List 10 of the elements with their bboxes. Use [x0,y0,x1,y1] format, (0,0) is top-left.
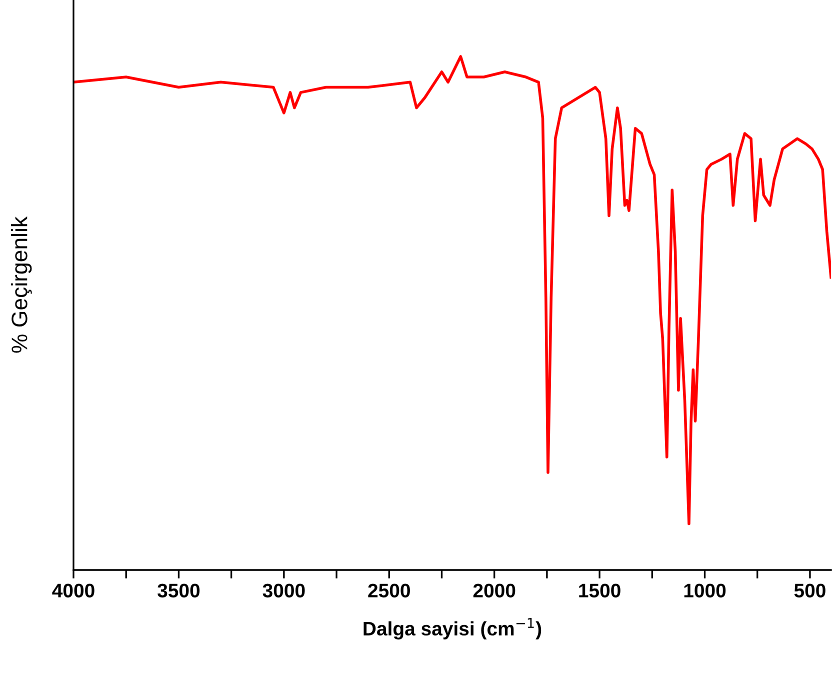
x-tick-label: 2500 [368,584,410,598]
x-tick-label: 3500 [158,584,200,598]
x-tick-label: 2000 [473,584,516,598]
y-axis-title: % Geçirgenlik [11,216,32,353]
x-tick-label: 500 [794,584,826,598]
x-tick-label: 1500 [579,584,620,598]
x-tick-label: 3000 [262,584,305,598]
x-tick-label: 4000 [52,584,94,598]
x-tick-label: 1000 [684,584,726,598]
x-axis-title: Dalga sayisi (cm$^{−1}$) [364,618,542,640]
